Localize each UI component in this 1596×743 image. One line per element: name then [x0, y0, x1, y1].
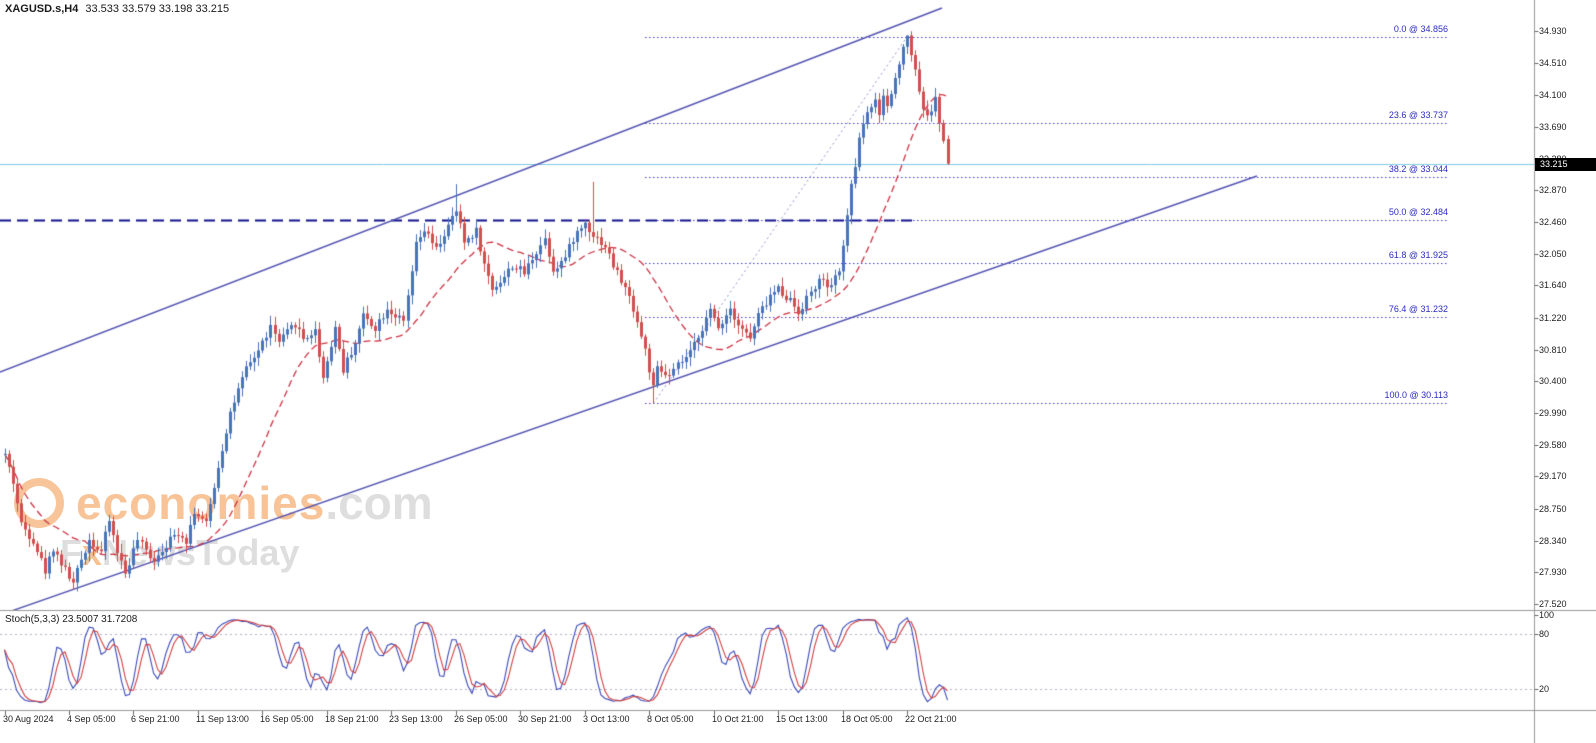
- price-axis-label: 30.400: [1539, 376, 1567, 386]
- fib-level-label[interactable]: 100.0 @ 30.113: [1384, 390, 1448, 400]
- date-axis-label: 30 Aug 2024: [3, 714, 54, 724]
- date-axis-label: 6 Sep 21:00: [131, 714, 180, 724]
- price-axis-label: 32.870: [1539, 185, 1567, 195]
- fib-level-label[interactable]: 61.8 @ 31.925: [1388, 250, 1448, 260]
- current-price-tag: 33.215: [1535, 158, 1596, 171]
- indicator-axis-label: 20: [1539, 684, 1550, 694]
- fib-level-label[interactable]: 23.6 @ 33.737: [1388, 110, 1448, 120]
- date-axis-label: 22 Oct 21:00: [905, 714, 957, 724]
- date-axis-label: 30 Sep 21:00: [518, 714, 572, 724]
- price-axis-label: 28.750: [1539, 504, 1567, 514]
- price-axis-label: 29.170: [1539, 471, 1567, 481]
- price-axis-label: 33.690: [1539, 122, 1567, 132]
- fib-level-label[interactable]: 0.0 @ 34.856: [1393, 24, 1448, 34]
- ohlc-values: 33.533 33.579 33.198 33.215: [85, 3, 230, 15]
- price-axis-label: 32.460: [1539, 217, 1567, 227]
- date-axis-label: 8 Oct 05:00: [647, 714, 694, 724]
- indicator-axis-label: 100: [1539, 610, 1555, 620]
- date-axis-label: 10 Oct 21:00: [712, 714, 764, 724]
- symbol-period-label: XAGUSD.s,H4: [5, 3, 79, 15]
- price-axis-label: 34.100: [1539, 90, 1567, 100]
- fib-level-label[interactable]: 38.2 @ 33.044: [1388, 164, 1448, 174]
- symbol-header: XAGUSD.s,H4 33.533 33.579 33.198 33.215: [5, 3, 229, 15]
- date-axis-label: 18 Oct 05:00: [841, 714, 893, 724]
- price-axis-label: 29.990: [1539, 408, 1567, 418]
- date-axis-label: 16 Sep 05:00: [260, 714, 314, 724]
- price-axis-label: 27.930: [1539, 567, 1567, 577]
- price-axis-label: 31.220: [1539, 313, 1567, 323]
- price-axis-label: 31.640: [1539, 280, 1567, 290]
- date-axis-label: 11 Sep 13:00: [196, 714, 249, 724]
- date-axis-label: 18 Sep 21:00: [325, 714, 379, 724]
- price-axis-label: 34.930: [1539, 26, 1567, 36]
- price-axis-label: 28.340: [1539, 536, 1567, 546]
- price-axis-label: 32.050: [1539, 249, 1567, 259]
- date-axis-label: 15 Oct 13:00: [776, 714, 828, 724]
- price-axis-label: 34.510: [1539, 58, 1567, 68]
- indicator-label: Stoch(5,3,3) 23.5007 31.7208: [5, 614, 138, 625]
- price-axis-label: 30.810: [1539, 345, 1567, 355]
- price-axis-label: 27.520: [1539, 599, 1567, 609]
- indicator-axis-label: 80: [1539, 629, 1550, 639]
- fib-level-label[interactable]: 50.0 @ 32.484: [1388, 207, 1448, 217]
- price-axis-label: 29.580: [1539, 440, 1567, 450]
- date-axis-label: 23 Sep 13:00: [389, 714, 443, 724]
- fib-level-label[interactable]: 76.4 @ 31.232: [1388, 304, 1448, 314]
- date-axis-label: 4 Sep 05:00: [67, 714, 116, 724]
- date-axis-label: 3 Oct 13:00: [583, 714, 630, 724]
- date-axis-label: 26 Sep 05:00: [454, 714, 508, 724]
